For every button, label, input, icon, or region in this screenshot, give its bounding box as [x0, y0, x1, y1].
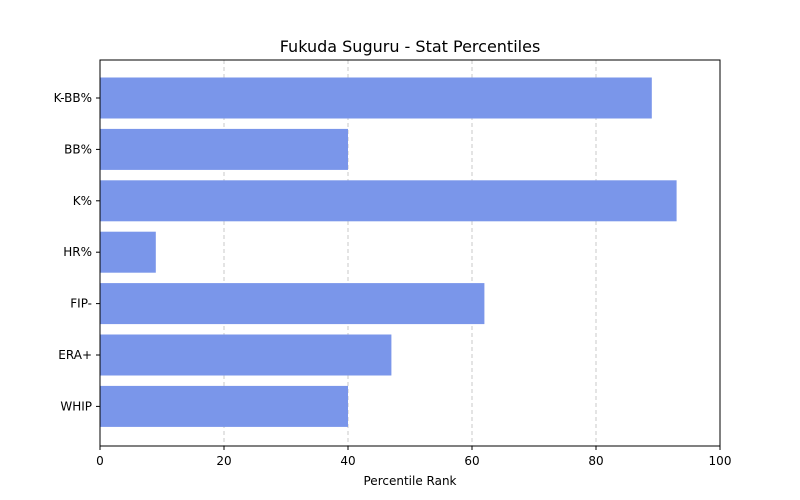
bar-6 [100, 385, 348, 427]
x-tick-label-2: 40 [340, 454, 355, 468]
bar-4 [100, 283, 485, 325]
plot-frame [99, 59, 721, 447]
y-tick-label-6: WHIP [60, 399, 92, 413]
x-axis: 0 20 40 60 80 100 [96, 446, 731, 468]
y-tick-label-1: BB% [64, 142, 92, 156]
x-tick-label-4: 80 [588, 454, 603, 468]
grid [223, 60, 597, 446]
x-axis-label: Percentile Rank [364, 474, 457, 488]
y-tick-label-5: ERA+ [58, 348, 92, 362]
bar-2 [100, 180, 677, 222]
chart-title: Fukuda Suguru - Stat Percentiles [280, 37, 541, 56]
x-tick-label-5: 100 [709, 454, 732, 468]
bar-5 [100, 334, 392, 376]
y-tick-label-2: K% [73, 194, 92, 208]
x-tick-label-3: 60 [464, 454, 479, 468]
bar-3 [100, 231, 156, 273]
bar-1 [100, 128, 348, 170]
y-tick-label-0: K-BB% [54, 91, 92, 105]
x-tick-label-0: 0 [96, 454, 104, 468]
y-axis: K-BB% BB% K% HR% FIP- ERA+ WHIP [54, 91, 100, 413]
bar-0 [100, 77, 652, 119]
y-tick-label-4: FIP- [70, 297, 92, 311]
bars [100, 77, 677, 427]
y-tick-label-3: HR% [63, 245, 92, 259]
x-tick-label-1: 20 [216, 454, 231, 468]
